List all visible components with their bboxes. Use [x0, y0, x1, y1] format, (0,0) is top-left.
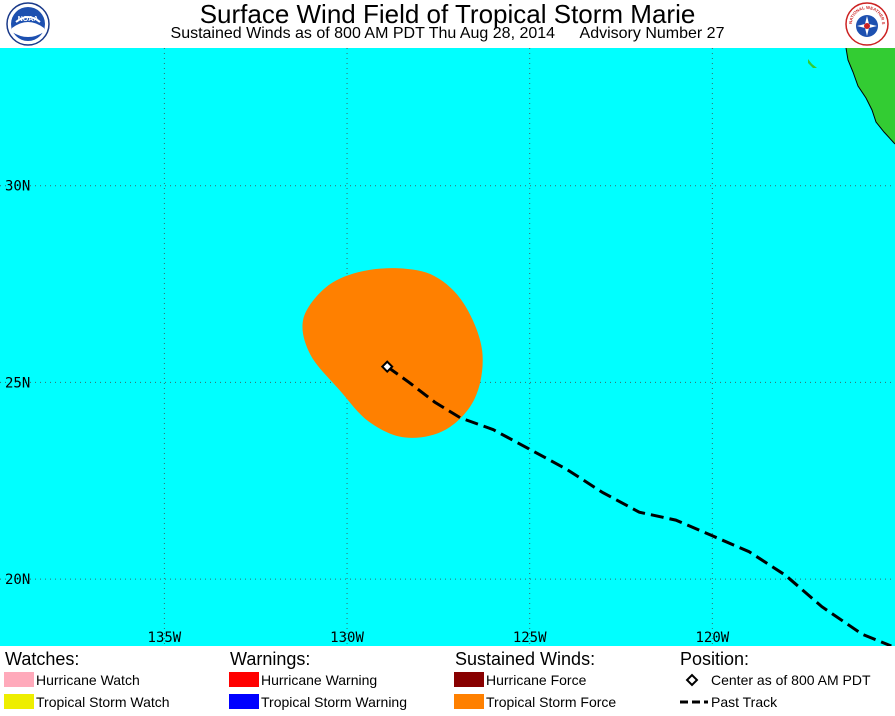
legend-tropical-storm-watch: Tropical Storm Watch — [36, 694, 170, 710]
coastline — [845, 48, 895, 145]
legend-watches-heading: Watches: — [5, 649, 80, 669]
legend-position-heading: Position: — [680, 649, 750, 669]
lat-lon-grid — [0, 48, 895, 646]
header: NOAA Surface Wind Field of Tropical Stor… — [0, 0, 895, 48]
legend-hurricane-force: Hurricane Force — [486, 672, 587, 688]
lat-label: 20N — [5, 572, 30, 588]
legend-center-position: Center as of 800 AM PDT — [711, 672, 871, 688]
lat-label: 30N — [5, 179, 30, 195]
legend: Watches: Hurricane Watch Tropical Storm … — [0, 646, 895, 716]
legend-past-track: Past Track — [711, 694, 778, 710]
past-track-line — [386, 365, 892, 646]
tropical-storm-wind-field — [302, 268, 483, 438]
center-diamond-icon — [685, 673, 699, 687]
lon-label: 120W — [695, 630, 729, 646]
swatch-hurricane-watch — [4, 672, 34, 687]
legend-warnings-heading: Warnings: — [230, 649, 311, 669]
lat-label: 25N — [5, 375, 30, 391]
noaa-logo-text: NOAA — [18, 16, 39, 23]
subtitle-time: Sustained Winds as of 800 AM PDT Thu Aug… — [170, 25, 556, 42]
island — [808, 59, 817, 68]
lon-label: 125W — [513, 630, 547, 646]
swatch-hurricane-warning — [229, 672, 259, 687]
swatch-tropical-storm-watch — [4, 694, 34, 709]
legend-hurricane-watch: Hurricane Watch — [36, 672, 140, 688]
lon-label: 130W — [330, 630, 364, 646]
storm-map: 135W 130W 125W 120W 30N 25N 20N — [0, 48, 895, 646]
lon-label: 135W — [148, 630, 182, 646]
legend-winds-heading: Sustained Winds: — [455, 649, 596, 669]
legend-tropical-storm-force: Tropical Storm Force — [486, 694, 617, 710]
past-track-dash-icon — [680, 700, 708, 704]
swatch-tropical-storm-warning — [229, 694, 259, 709]
legend-hurricane-warning: Hurricane Warning — [261, 672, 378, 688]
land-baja-california — [846, 48, 895, 144]
legend-tropical-storm-warning: Tropical Storm Warning — [261, 694, 408, 710]
noaa-logo-icon: NOAA — [6, 2, 50, 46]
swatch-tropical-storm-force — [454, 694, 484, 709]
axis-labels: 135W 130W 125W 120W 30N 25N 20N — [5, 179, 730, 646]
subtitle-advisory: Advisory Number 27 — [579, 25, 725, 42]
nws-logo-icon: NATIONAL WEATHER SERVICE — [845, 2, 889, 46]
page-title: Surface Wind Field of Tropical Storm Mar… — [199, 0, 696, 29]
page-subtitle: Sustained Winds as of 800 AM PDT Thu Aug… — [0, 25, 895, 43]
swatch-hurricane-force — [454, 672, 484, 687]
storm-center-marker — [380, 360, 394, 374]
